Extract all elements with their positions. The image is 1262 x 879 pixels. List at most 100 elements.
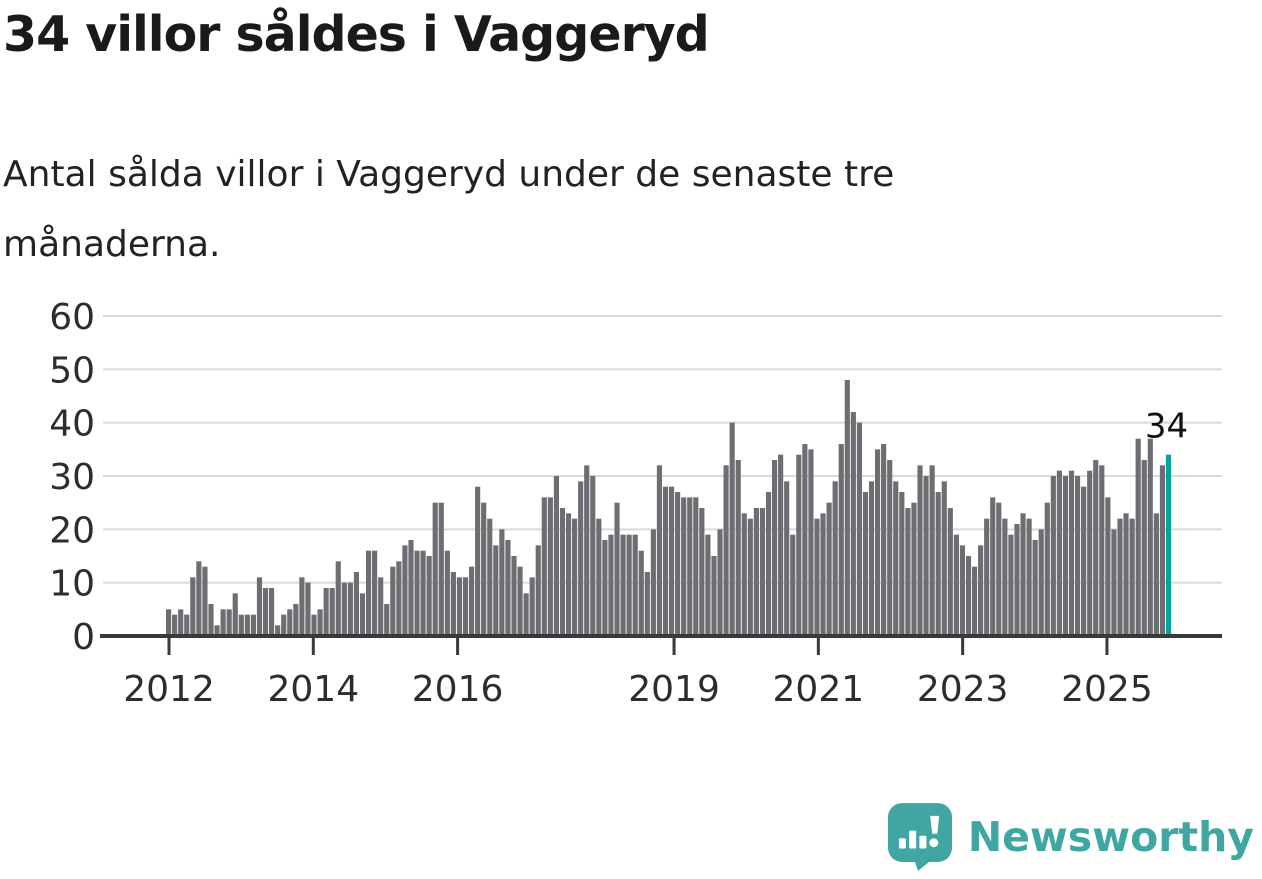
bar (844, 380, 850, 636)
bar (547, 497, 553, 636)
bar (1111, 529, 1117, 636)
bar (759, 508, 766, 636)
bar (650, 529, 656, 636)
last-value-annotation: 34 (1145, 407, 1188, 447)
bar (971, 566, 978, 636)
bar (426, 556, 432, 636)
y-axis-tick-label: 50 (49, 350, 95, 391)
bar (190, 577, 196, 636)
bar (668, 486, 675, 636)
bar (420, 550, 426, 636)
bar (808, 449, 814, 636)
bar (384, 604, 390, 636)
bar (402, 545, 408, 636)
bar (517, 566, 523, 636)
bar (687, 497, 693, 636)
bar (311, 614, 317, 636)
highlighted-bar (1165, 454, 1172, 636)
bar (166, 609, 172, 636)
bar (1159, 465, 1165, 636)
bar (741, 513, 747, 636)
bar (232, 593, 238, 636)
bar (220, 609, 226, 636)
bar (662, 486, 669, 636)
y-axis-tick-label: 0 (72, 617, 95, 658)
bar (953, 534, 959, 636)
bar (1105, 497, 1111, 636)
x-axis-tick-label: 2025 (1061, 669, 1153, 710)
bar (438, 502, 444, 636)
bar (462, 577, 469, 636)
bar (790, 534, 796, 636)
bar (208, 604, 214, 636)
bar (572, 518, 578, 636)
y-axis-tick-label: 20 (49, 510, 95, 551)
bar (214, 625, 220, 636)
bar (1032, 540, 1038, 636)
bar (820, 513, 826, 636)
bar (262, 588, 269, 636)
bar-chart: 0 10 20 30 40 50 60 2012 2014 2016 2019 2021 2023 202… (0, 285, 1262, 715)
bar (1038, 529, 1044, 636)
bar (923, 476, 929, 636)
bar (905, 508, 911, 636)
bar (293, 604, 299, 636)
bar (620, 534, 626, 636)
bar (1153, 513, 1159, 636)
bar (1117, 518, 1123, 636)
x-axis-tick-label: 2014 (267, 669, 359, 710)
bar-chart-canvas: 0 10 20 30 40 50 60 2012 2014 2016 2019 2021 2023 202… (49, 297, 1222, 710)
bar (965, 556, 972, 636)
bar (996, 502, 1002, 636)
bar (832, 481, 838, 636)
bar (887, 460, 893, 636)
bar (917, 465, 923, 636)
bar (578, 481, 584, 636)
bar (487, 518, 493, 636)
bar (1002, 518, 1008, 636)
bar (396, 561, 402, 636)
bar (1075, 476, 1081, 636)
bar (226, 609, 232, 636)
bar (317, 609, 323, 636)
bar (717, 529, 723, 636)
bar (778, 454, 784, 636)
bar (1068, 470, 1075, 636)
bar (881, 444, 887, 636)
bar (1062, 476, 1069, 636)
bar (269, 588, 275, 636)
bar (868, 481, 875, 636)
chart-title: 34 villor såldes i Vaggeryd (3, 6, 710, 63)
bar (305, 582, 311, 636)
x-axis-tick-label: 2019 (628, 669, 720, 710)
bar (638, 550, 644, 636)
bar (596, 518, 602, 636)
bar (359, 593, 366, 636)
bar (475, 486, 481, 636)
bar (632, 534, 638, 636)
bar (911, 502, 917, 636)
bar (802, 444, 808, 636)
bar (856, 422, 862, 636)
bar (608, 534, 614, 636)
bar (644, 572, 650, 636)
bar (329, 588, 335, 636)
bar (202, 566, 208, 636)
bar (559, 508, 566, 636)
bar (935, 492, 941, 636)
bar (275, 625, 281, 636)
bar (529, 577, 535, 636)
bar (184, 614, 190, 636)
bar (681, 497, 687, 636)
bar (959, 545, 966, 636)
bar (753, 508, 759, 636)
bar (1020, 513, 1026, 636)
bar (281, 614, 287, 636)
bar (990, 497, 996, 636)
bar (444, 550, 450, 636)
bar (899, 492, 905, 636)
bar (481, 502, 487, 636)
bar (1050, 476, 1056, 636)
bar (1087, 470, 1093, 636)
